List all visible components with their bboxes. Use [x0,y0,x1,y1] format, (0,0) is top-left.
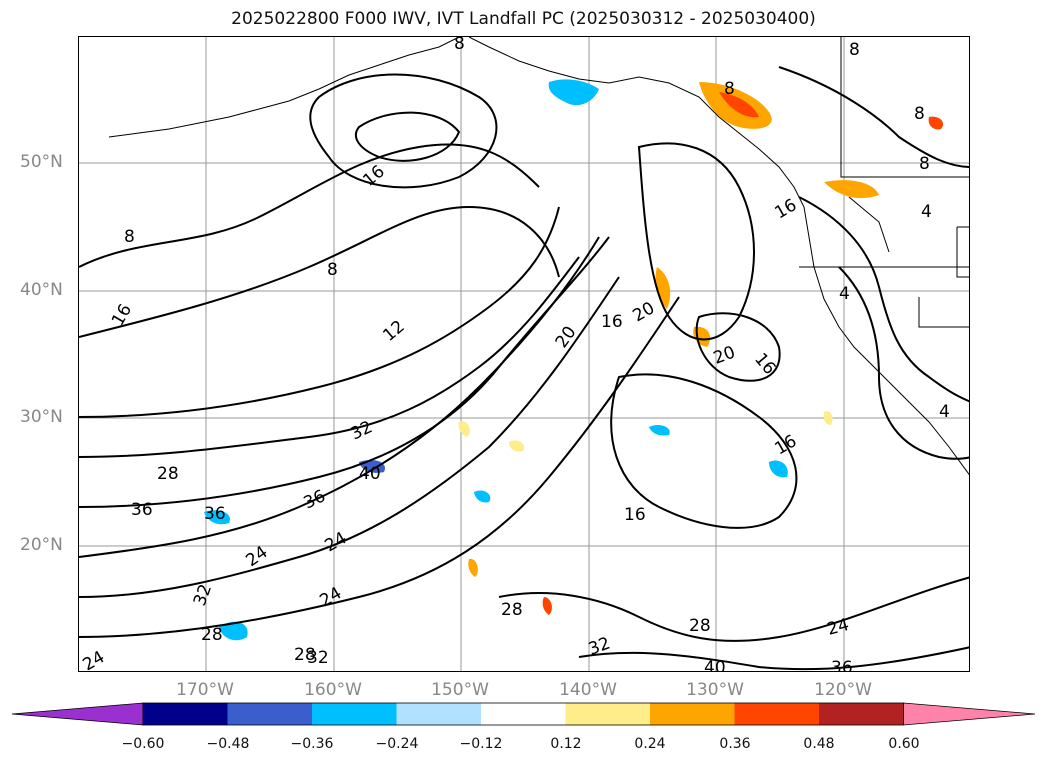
contour-label: 36 [131,500,153,520]
map-title: 2025022800 F000 IWV, IVT Landfall PC (20… [231,9,816,29]
colorbar-segment [734,703,820,725]
colorbar-tick: −0.12 [459,736,503,752]
lon-label-160w: 160°W [304,680,362,700]
contour-label: 16 [601,312,623,332]
contour-label: 32 [348,417,376,444]
colorbar-segment [396,703,482,725]
contour-label: 16 [624,505,646,525]
contour-label: 28 [501,600,523,620]
colorbar-segment [227,703,313,725]
contour-label: 32 [190,582,216,609]
contour-label: 20 [711,343,738,369]
lon-label-170w: 170°W [176,680,234,700]
contour-label: 4 [839,284,850,304]
colorbar-tick: 0.24 [634,736,666,752]
map-svg: 8 8 8 16 8 16 16 12 20 16 20 20 16 16 16… [79,37,969,672]
contour-label: 36 [831,658,853,672]
colorbar-tick: −0.24 [375,736,419,752]
colorbar-tick: 0.60 [888,736,920,752]
contour-label: 16 [772,431,801,459]
contour-label: 36 [204,504,226,524]
colorbar-segment [819,703,904,725]
contour-label: 40 [359,464,381,484]
shaded-patches [204,79,944,641]
colorbar-segment [650,703,735,725]
contour-label: 16 [772,195,801,223]
lon-label-130w: 130°W [686,680,744,700]
contour-label: 8 [919,154,930,174]
contour-label: 20 [630,298,659,326]
colorbar-segment [481,703,566,725]
lat-label-30n: 30°N [20,407,63,427]
graticule [79,37,969,671]
contour-label: 40 [704,658,726,672]
contour-label: 8 [914,104,925,124]
iwv-contours [79,66,969,671]
contour-label: 4 [939,402,950,422]
colorbar-tick: 0.48 [803,736,835,752]
colorbar-tick: −0.60 [121,736,165,752]
contour-label: 16 [108,301,136,330]
contour-label: 28 [294,645,316,665]
colorbar-tick: 0.12 [550,736,582,752]
contour-label: 28 [689,616,711,636]
contour-label: 8 [124,227,135,247]
contour-label: 16 [750,349,779,378]
colorbar-extend-high [903,702,1036,726]
contour-label: 24 [80,647,109,672]
contour-label: 8 [454,37,465,54]
colorbar-segments [11,702,1036,726]
lon-label-150w: 150°W [431,680,489,700]
contour-label: 8 [849,40,860,60]
contour-label: 12 [379,317,408,346]
colorbar-segment [143,703,228,725]
colorbar-tick: −0.48 [206,736,250,752]
colorbar-extend-low [11,702,144,726]
coastlines [108,37,969,476]
lat-label-50n: 50°N [20,152,63,172]
contour-label: 32 [307,648,329,668]
lat-label-20n: 20°N [20,535,63,555]
contour-label: 28 [157,464,179,484]
contour-label: 28 [201,625,223,645]
colorbar-segment [565,703,651,725]
contour-label: 8 [724,79,735,99]
contour-label: 24 [322,528,351,556]
lon-label-140w: 140°W [559,680,617,700]
map-panel: 8 8 8 16 8 16 16 12 20 16 20 20 16 16 16… [78,36,970,672]
contour-labels: 8 8 8 16 8 16 16 12 20 16 20 20 16 16 16… [80,37,950,672]
contour-label: 20 [552,323,581,352]
lon-label-120w: 120°W [814,680,872,700]
colorbar-segment [312,703,397,725]
colorbar-tick: 0.36 [719,736,751,752]
contour-label: 4 [921,202,932,222]
lat-label-40n: 40°N [20,280,63,300]
contour-label: 8 [327,260,338,280]
contour-label: 36 [301,486,329,513]
colorbar-outline [142,702,904,726]
colorbar-tick: −0.36 [290,736,334,752]
colorbar [11,702,1036,726]
